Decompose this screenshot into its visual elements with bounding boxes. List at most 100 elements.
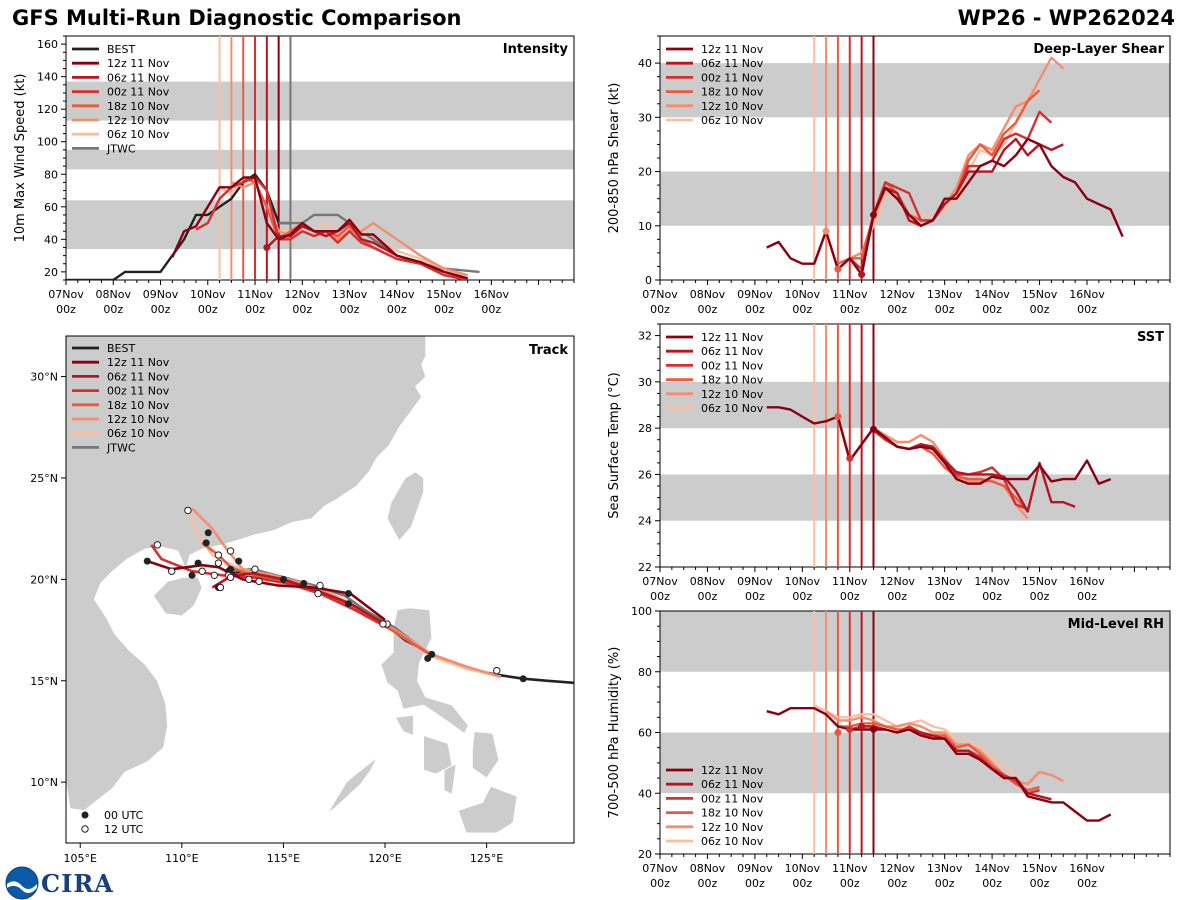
x-tick-hour-label: 00z [387,303,407,316]
legend-label-r18z10: 18z 10 Nov [107,100,170,113]
gray-band [660,474,1170,521]
x-tick-hour-label: 00z [887,877,907,890]
panel-intensity: 07Nov 00z 08Nov 00z 09Nov 00z 10Nov 00z 11Nov 00z… [13,35,575,316]
mindoro-island [394,714,414,737]
series-r12z11 [766,406,1112,485]
x-tick-label: 15Nov [1022,288,1058,301]
y-tick-label: 25°N [30,472,58,485]
x-tick-hour-label: 00z [698,877,718,890]
x-tick-label: 09Nov [737,575,773,588]
land-layer [66,336,518,834]
y-tick-label: 0 [645,274,652,287]
x-tick-label: 14Nov [974,288,1010,301]
panel-title: Intensity [503,42,569,57]
x-tick-label: 14Nov [379,288,415,301]
x-tick-hour-label: 00z [982,590,1002,603]
y-tick-label: 80 [44,168,58,181]
axes-frame [65,335,575,844]
x-tick-hour-label: 00z [840,590,860,603]
x-tick-hour-label: 00z [935,877,955,890]
y-axis-label: Sea Surface Temp (°C) [607,372,622,519]
x-tick-hour-label: 00z [151,303,171,316]
panel-sst: 07Nov 00z 08Nov 00z 09Nov 00z 10Nov 00z 11Nov 00z… [607,323,1171,603]
panel-title: Mid-Level RH [1068,617,1164,632]
x-tick-label: 09Nov [737,288,773,301]
y-tick-label: 30 [638,376,652,389]
track-point-00utc [235,557,243,565]
legend-label-r06z11: 06z 11 Nov [701,57,764,70]
x-tick-hour-label: 00z [840,303,860,316]
x-tick-hour-label: 00z [1030,877,1050,890]
track-point-12utc [167,567,176,575]
x-tick-hour-label: 00z [56,303,76,316]
x-tick-hour-label: 00z [982,877,1002,890]
track-r00z11 [150,544,386,628]
x-tick-label: 12Nov [879,862,915,875]
init-marker [822,227,830,235]
track-point-12utc [226,547,235,555]
init-marker [858,722,866,730]
track-point-00utc [227,565,235,573]
x-tick-hour-label: 00z [103,303,123,316]
x-tick-label: 15Nov [1022,862,1058,875]
gray-band [660,732,1170,794]
legend-label-best: BEST [107,43,135,56]
x-tick-hour-label: 00z [792,590,812,603]
y-tick-label: 60 [638,727,652,740]
gray-band [660,63,1170,118]
legend-label-r06z10: 06z 10 Nov [107,128,170,141]
track-point-00utc [344,600,352,608]
x-tick-label: 14Nov [974,862,1010,875]
x-tick-label: 07Nov [642,575,678,588]
legend-label-r06z11: 06z 11 Nov [107,71,170,84]
y-tick-label: 100 [37,136,58,149]
track-point-12utc [198,567,206,575]
y-tick-label: 30°N [30,371,58,384]
track-point-00utc [202,539,210,547]
x-tick-label: 09Nov [737,862,773,875]
legend-label-r12z11: 12z 11 Nov [701,43,764,56]
y-tick-label: 20 [638,166,652,179]
track-point-12utc [379,620,387,628]
legend-marker-00utc [81,811,89,819]
panel-track: 105°E 110°E 115°E 120°E 125°E 10°N 15°N 20°N 25°… [30,335,575,865]
legend-label-r12z10: 12z 10 Nov [701,100,764,113]
x-tick-hour-label: 00z [292,303,312,316]
init-marker [834,265,842,273]
series-r12z10 [825,710,1064,786]
panel-title: Deep-Layer Shear [1033,42,1164,57]
x-tick-label: 16Nov [1069,575,1105,588]
x-tick-label: 120°E [368,852,401,865]
track-point-12utc [214,559,223,567]
hainan-island [152,576,203,617]
legend-label-r06z10: 06z 10 Nov [701,402,764,415]
legend-label-r06z10: 06z 10 Nov [701,114,764,127]
init-marker [869,425,877,433]
legend-label-r18z10: 18z 10 Nov [701,86,764,99]
x-tick-label: 13Nov [927,288,963,301]
track-point-00utc [204,529,212,537]
track-point-12utc [493,666,501,675]
panel-title: Track [529,343,568,358]
x-tick-hour-label: 00z [340,303,360,316]
y-tick-label: 140 [37,71,58,84]
legend-label-r12z11: 12z 11 Nov [701,764,764,777]
track-point-12utc [226,573,235,582]
x-tick-label: 16Nov [1069,862,1105,875]
x-tick-hour-label: 00z [792,877,812,890]
gray-band [66,81,574,121]
legend-label-r00z11: 00z 11 Nov [107,385,170,398]
y-tick-label: 20 [638,848,652,861]
x-tick-label: 11Nov [832,575,868,588]
legend-label-r18z10: 18z 10 Nov [107,399,170,412]
legend-label-r06z10: 06z 10 Nov [701,835,764,848]
init-marker [869,725,877,733]
x-tick-label: 12Nov [879,288,915,301]
legend-label-r18z10: 18z 10 Nov [701,807,764,820]
x-tick-label: 13Nov [332,288,368,301]
y-tick-label: 40 [638,57,652,70]
x-tick-label: 08Nov [690,862,726,875]
legend-label-r00z11: 00z 11 Nov [701,792,764,805]
x-tick-label: 10Nov [785,288,821,301]
y-tick-label: 26 [638,468,652,481]
